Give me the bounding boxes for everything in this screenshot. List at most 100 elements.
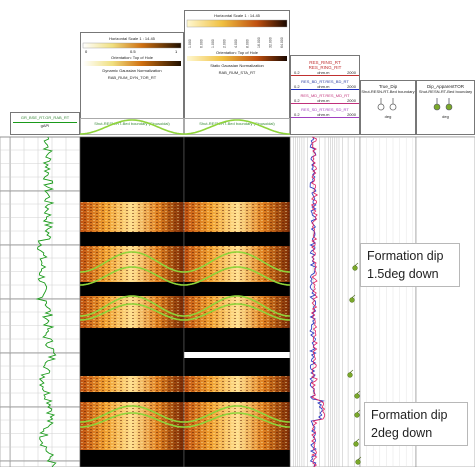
apparent-dip-header: Dip_ApparentTOR Shut-RESN-RT-Bed boundar… (416, 80, 475, 135)
image-band (80, 282, 184, 296)
res-md-scale: 0.2 ohm.m 2000 (291, 98, 359, 104)
dip-tadpole-tail (351, 294, 356, 298)
image-texture (80, 296, 184, 328)
static-colorbar-tick-2: 1.000 (211, 39, 215, 48)
dynamic-boundary-label: Shut-RESN-RT-Bed boundary (Sinusoidal) (94, 121, 170, 126)
formation-dip-callout-1: Formation dip 1.5deg down (360, 243, 460, 287)
dip-tadpole-tail (356, 409, 361, 413)
static-colorbar-tick-4: 4.000 (234, 39, 238, 48)
res-bd-label: RES_BD_RT.RES_BD_RT (301, 79, 349, 84)
dynamic-boundary-header: Shut-RESN-RT-Bed boundary (Sinusoidal) (80, 118, 184, 135)
image-band (184, 137, 290, 202)
res-ring-max: 2000 (347, 70, 356, 75)
res-bd-min: 0.2 (294, 84, 300, 89)
static-colorbar-tick-0: 1.000 (188, 39, 192, 48)
res-sd-min: 0.2 (294, 112, 300, 117)
dynamic-image-track (79, 136, 185, 467)
gamma-ray-curve (35, 136, 57, 467)
gamma-ray-unit: gAPI (40, 123, 50, 128)
res-bd-scale: 0.2 ohm.m 2000 (291, 84, 359, 90)
dynamic-bed-sinusoid (80, 251, 184, 273)
image-band (80, 232, 184, 246)
static-colorbar-tick-6: 16.000 (257, 37, 261, 48)
dip-tadpole-tail (354, 262, 359, 266)
true-dip-header: True_Dip Shut-RESN-RT-Bed boundary deg (360, 80, 416, 135)
apparent-dip-tadpole-legend (433, 98, 453, 111)
res-bd-unit: ohm.m (317, 84, 330, 89)
dip-tadpole-tail (357, 456, 362, 460)
image-band (80, 137, 184, 202)
gamma-ray-header: GR_BSE_RT.GR_RAB_RT gAPI (10, 112, 80, 135)
gamma-ray-label: GR_BSE_RT.GR_RAB_RT (20, 115, 70, 120)
dynamic-curve-name: RAB_RUM_DYN_TOR_RT (107, 75, 157, 80)
image-texture (184, 402, 290, 450)
res-md-unit: ohm.m (317, 98, 330, 103)
res-ring-scale: 0.2 ohm.m 2000 (291, 70, 359, 76)
image-texture (184, 202, 290, 232)
image-band (80, 358, 184, 376)
res-md-label: RES_MD_RT.RES_MD_RT (300, 93, 350, 98)
dip-tadpole (354, 393, 360, 399)
dynamic-bed-sinusoid (80, 405, 184, 423)
callout-1-line-2: 1.5deg down (367, 267, 439, 281)
dynamic-bed-sinusoid (80, 266, 184, 286)
res-ring-label-0: RES_RING_RT (309, 60, 341, 65)
res-sd-max: 2000 (347, 112, 356, 117)
static-bed-sinusoid (184, 295, 290, 317)
true-dip-unit: deg (384, 114, 392, 119)
image-band (80, 450, 184, 467)
dynamic-color-strip (83, 61, 181, 66)
dip-tadpole (354, 412, 360, 418)
dip-tadpole (347, 372, 353, 378)
res-sd-scale: 0.2 ohm.m 2000 (291, 112, 359, 118)
static-orientation: Orientation: Top of Hole (216, 50, 258, 55)
static-scale-label: Horizontal Scale 1 : 14.45 (214, 13, 260, 18)
image-band (184, 450, 290, 467)
image-texture (80, 202, 184, 232)
resistivity-header: RES_RING_RT RES_RING_RIT 0.2 ohm.m 2000 … (290, 55, 360, 135)
image-band (184, 358, 290, 376)
image-texture (184, 376, 290, 392)
dip-tadpole (353, 441, 359, 447)
image-band (184, 282, 290, 296)
image-band (184, 392, 290, 402)
static-colorbar-tick-1: 6.000 (200, 39, 204, 48)
image-band (80, 328, 184, 352)
image-texture (80, 402, 184, 450)
static-normalization: Static Gaussian Normalization (210, 63, 264, 68)
static-bed-sinusoid (184, 405, 290, 423)
dynamic-header-sinusoid (80, 119, 184, 135)
colorbar-tick-1: 0.5 (130, 49, 136, 54)
gamma-ray-track (9, 136, 81, 467)
res-md-min: 0.2 (294, 98, 300, 103)
image-texture (184, 296, 290, 328)
res-sd-unit: ohm.m (317, 112, 330, 117)
res-bd-max: 2000 (347, 84, 356, 89)
dynamic-bed-sinusoid (80, 303, 184, 321)
colorbar-tick-2: 1 (175, 49, 178, 54)
res-sd-label: RES_SD_RT.RES_SD_RT (301, 107, 349, 112)
static-color-strip (187, 56, 287, 61)
formation-dip-callout-2: Formation dip 2deg down (364, 402, 468, 446)
res-md-max: 2000 (347, 98, 356, 103)
static-colorbar-tick-3: 2.000 (223, 39, 227, 48)
dynamic-bed-sinusoid (80, 295, 184, 317)
true-dip-boundary: Shut-RESN-RT-Bed boundary (361, 89, 415, 94)
static-colorbar-tick-8: 64.000 (280, 37, 284, 48)
colorbar-tick-0: 0 (85, 49, 88, 54)
true-dip-title: True_Dip (378, 84, 398, 89)
res-ring-label-1: RES_RING_RIT (308, 65, 342, 70)
dynamic-bed-sinusoid (80, 412, 184, 428)
static-colorbar-tick-5: 8.000 (246, 39, 250, 48)
resistivity-shallow-curve (310, 136, 326, 467)
static-curve-name: RAB_RUM_STA_RT (218, 70, 256, 75)
log-header: Horizontal Scale 1 : 14.45 0 0.5 1 Orien… (0, 0, 475, 135)
dip-tadpole-tail (355, 438, 360, 442)
res-ring-unit: ohm.m (317, 70, 330, 75)
static-colorbar-tick-7: 32.000 (269, 37, 273, 48)
static-bed-sinusoid (184, 303, 290, 321)
image-band (80, 352, 184, 358)
static-header-sinusoid (184, 119, 290, 135)
dip-tadpole-tail (356, 390, 361, 394)
callout-1-line-1: Formation dip (367, 249, 444, 263)
